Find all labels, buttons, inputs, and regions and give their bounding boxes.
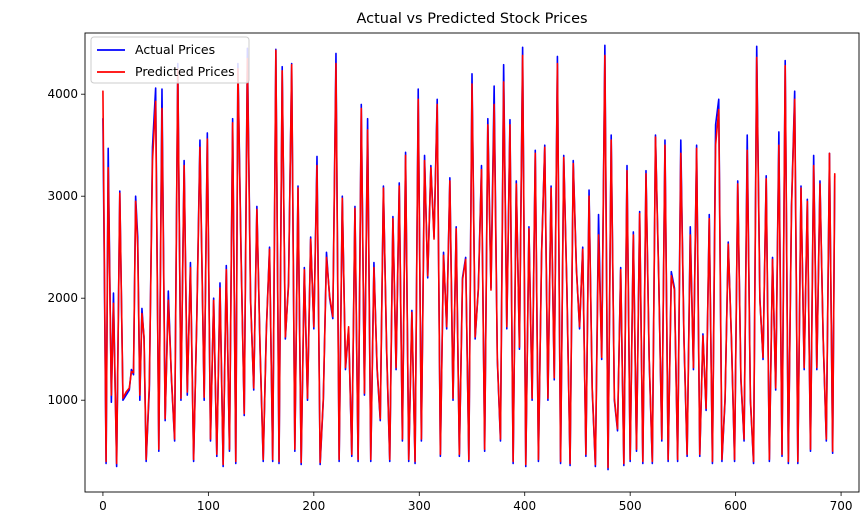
series-line-predicted xyxy=(102,49,836,469)
x-tick-label: 300 xyxy=(408,499,431,513)
x-tick-label: 100 xyxy=(197,499,220,513)
y-axis: 1000 2000 3000 4000 xyxy=(47,87,85,407)
x-tick-label: 700 xyxy=(830,499,853,513)
plot-frame xyxy=(84,32,860,493)
x-axis: 0 100 200 300 400 500 600 700 xyxy=(99,492,853,513)
x-tick-label: 500 xyxy=(619,499,642,513)
x-tick-label: 400 xyxy=(513,499,536,513)
legend-label-actual: Actual Prices xyxy=(135,42,215,57)
x-tick-label: 200 xyxy=(302,499,325,513)
chart-title: Actual vs Predicted Stock Prices xyxy=(356,11,587,27)
legend-box xyxy=(90,36,250,84)
y-tick-label: 4000 xyxy=(47,87,78,101)
legend-label-predicted: Predicted Prices xyxy=(135,64,235,79)
y-tick-label: 2000 xyxy=(47,291,78,305)
y-tick-label: 1000 xyxy=(47,393,78,407)
x-tick-label: 0 xyxy=(99,499,107,513)
legend: Actual Prices Predicted Prices xyxy=(90,36,250,84)
series-layer xyxy=(102,44,836,471)
y-tick-label: 3000 xyxy=(47,189,78,203)
x-tick-label: 600 xyxy=(724,499,747,513)
